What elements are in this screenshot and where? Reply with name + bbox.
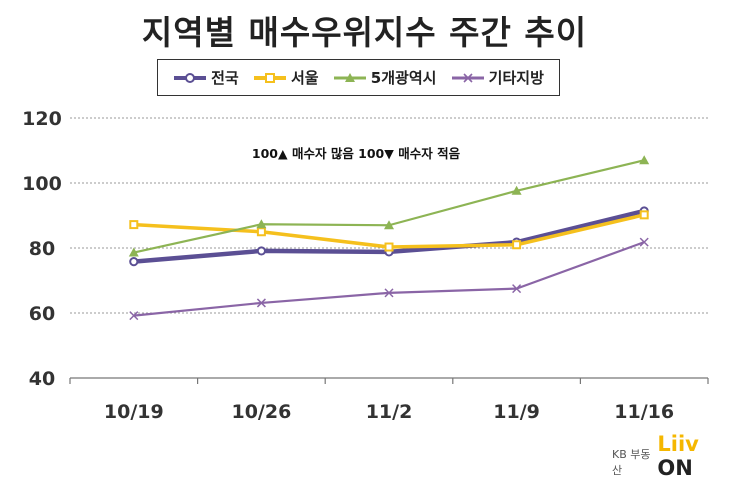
data-point-1-3 <box>512 240 522 250</box>
axes: 40 60 80 100 120 10/19 10/26 11/2 11/9 11/16 <box>22 108 709 423</box>
y-tick-label: 80 <box>29 238 55 260</box>
data-point-1-1 <box>256 227 266 237</box>
series-layer <box>128 155 650 321</box>
y-tick-label: 60 <box>29 303 55 325</box>
series-line-2 <box>133 159 645 254</box>
y-tick-label: 100 <box>22 173 62 195</box>
data-point-2-3 <box>511 185 522 195</box>
data-point-0-1 <box>256 246 266 256</box>
brand-kb-label: KB 부동산 <box>612 448 651 477</box>
legend-label-nationwide: 전국 <box>211 69 239 87</box>
data-point-2-2 <box>384 220 394 230</box>
data-point-0-0 <box>129 257 139 267</box>
x-tick-label: 11/2 <box>366 401 413 423</box>
legend-item-nationwide: 전국 <box>173 67 239 88</box>
legend-label-5-metro: 5개광역시 <box>370 69 437 87</box>
annotation-text: 100▲ 매수자 많음 100▼ 매수자 적음 <box>252 146 461 161</box>
data-point-2-1 <box>256 219 267 229</box>
data-point-3-3 <box>512 284 522 294</box>
kb-liiv-on-logo: KB 부동산 Liiv ON <box>612 432 729 480</box>
legend-label-other-regions: 기타지방 <box>488 69 544 87</box>
data-point-1-2 <box>384 242 394 252</box>
data-point-2-0 <box>128 247 139 257</box>
y-tick-label: 120 <box>22 108 62 130</box>
brand-liiv: Liiv <box>657 432 699 456</box>
data-point-3-2 <box>384 288 394 298</box>
brand-on: ON <box>657 456 693 480</box>
data-point-3-4 <box>639 237 649 247</box>
legend: 전국 서울 5개광역시 기타지방 <box>157 59 560 96</box>
point-x-stroke <box>512 284 522 294</box>
legend-marker-square-icon <box>253 72 286 83</box>
y-tick-label: 40 <box>29 368 55 390</box>
brand-logo: Liiv ON <box>657 432 729 480</box>
data-point-3-1 <box>256 298 266 308</box>
point-x-stroke <box>129 311 139 321</box>
x-tick-label: 11/16 <box>614 401 674 423</box>
x-tick-label: 10/19 <box>104 401 164 423</box>
legend-label-seoul: 서울 <box>290 69 319 87</box>
legend-item-5-metro: 5개광역시 <box>333 67 437 88</box>
data-point-3-0 <box>129 311 139 321</box>
point-x-stroke <box>639 237 649 247</box>
x-tick-label: 10/26 <box>231 401 291 423</box>
data-point-1-4 <box>639 210 649 220</box>
chart-title: 지역별 매수우위지수 주간 추이 <box>141 13 588 52</box>
point-x-stroke <box>384 288 394 298</box>
data-point-2-4 <box>639 155 650 165</box>
data-point-1-0 <box>129 220 139 230</box>
legend-marker-triangle-icon <box>333 72 366 82</box>
legend-marker-circle-icon <box>174 72 207 83</box>
legend-item-seoul: 서울 <box>253 67 319 88</box>
legend-marker-x-icon <box>451 72 484 83</box>
x-tick-label: 11/9 <box>493 401 540 423</box>
point-x-stroke <box>256 298 266 308</box>
line-chart: 40 60 80 100 120 10/19 10/26 11/2 11/9 11/16 100▲… <box>22 108 709 423</box>
legend-item-other-regions: 기타지방 <box>451 67 544 88</box>
